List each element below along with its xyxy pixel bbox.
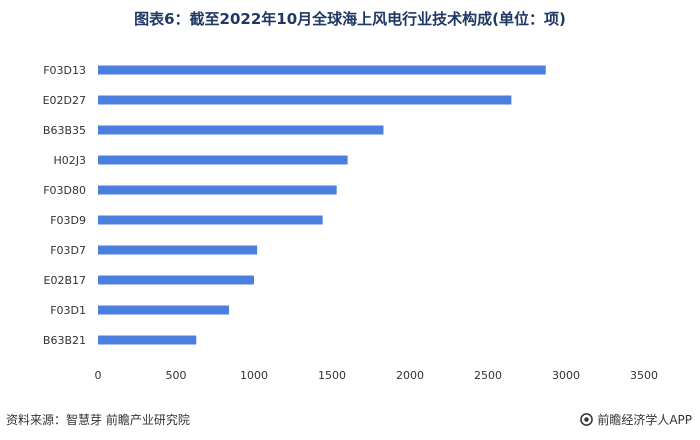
x-tick-label: 2000 [396,369,424,382]
y-axis-labels: F03D13 E02D27 B63B35 H02J3 F03D80 F03D9 F03D7 E… [43,64,86,347]
y-tick-label: F03D13 [43,64,86,77]
bars [98,65,546,345]
y-tick-label: B63B35 [43,124,86,137]
bar-e02b17 [98,275,254,285]
bar-b63b21 [98,335,197,345]
x-tick-label: 3000 [552,369,580,382]
bar-b63b35 [98,125,384,135]
brand-credit: 前瞻经济学人APP [580,411,692,428]
brand-name: 前瞻经济学人APP [597,413,692,427]
x-tick-label: 1000 [240,369,268,382]
y-tick-label: E02D27 [43,94,86,107]
chart-title: 图表6：截至2022年10月全球海上风电行业技术构成(单位：项) [134,10,566,28]
source-note: 资料来源：智慧芽 前瞻产业研究院 [6,413,190,427]
y-tick-label: E02B17 [44,274,87,287]
bar-f03d13 [98,65,546,75]
brand-logo-icon [580,413,594,426]
bar-f03d1 [98,305,230,315]
bar-f03d9 [98,215,323,225]
y-tick-label: F03D1 [50,304,86,317]
x-tick-label: 500 [166,369,187,382]
x-tick-label: 0 [95,369,102,382]
y-tick-label: B63B21 [43,334,86,347]
bar-h02j3 [98,155,348,165]
bar-e02d27 [98,95,512,105]
x-tick-label: 2500 [474,369,502,382]
bar-f03d7 [98,245,258,255]
y-tick-label: F03D7 [50,244,86,257]
x-axis-labels: 0 500 1000 1500 2000 2500 3000 3500 [95,369,659,382]
x-tick-label: 1500 [318,369,346,382]
y-tick-label: F03D80 [43,184,86,197]
x-tick-label: 3500 [630,369,658,382]
bar-f03d80 [98,185,337,195]
y-tick-label: F03D9 [50,214,86,227]
y-tick-label: H02J3 [53,154,86,167]
